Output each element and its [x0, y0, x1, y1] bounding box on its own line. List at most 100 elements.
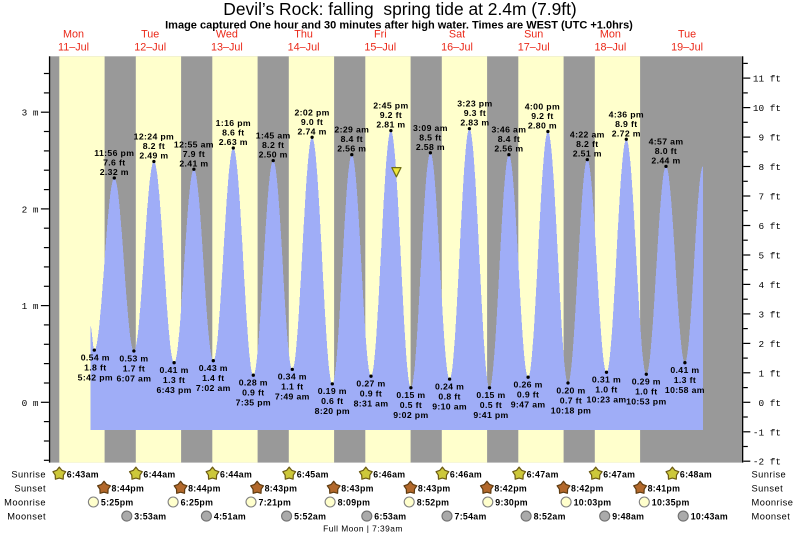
svg-text:0.27 m: 0.27 m — [356, 379, 385, 389]
svg-text:0.15 m: 0.15 m — [396, 390, 425, 400]
svg-text:5:42 pm: 5:42 pm — [78, 372, 113, 382]
svg-text:10:03pm: 10:03pm — [574, 498, 612, 508]
svg-text:Devil’s Rock: falling spring: Devil’s Rock: falling spring tide at 2.4… — [223, 0, 576, 19]
svg-text:6:48am: 6:48am — [680, 469, 712, 479]
svg-text:0.29 m: 0.29 m — [632, 377, 661, 387]
svg-text:0.41 m: 0.41 m — [670, 365, 699, 375]
svg-text:0.54 m: 0.54 m — [81, 352, 110, 362]
svg-text:2.56 m: 2.56 m — [337, 144, 366, 154]
svg-text:8.4 ft: 8.4 ft — [341, 134, 363, 144]
svg-text:Moonset: Moonset — [752, 512, 791, 522]
svg-text:1.0 ft: 1.0 ft — [635, 387, 657, 397]
svg-text:1.1 ft: 1.1 ft — [281, 382, 303, 392]
svg-text:12–Jul: 12–Jul — [134, 42, 166, 54]
svg-text:2.44 m: 2.44 m — [651, 155, 680, 165]
svg-text:7:49 am: 7:49 am — [275, 392, 310, 402]
svg-text:5:52am: 5:52am — [294, 512, 326, 522]
svg-text:8:43pm: 8:43pm — [341, 483, 374, 493]
svg-text:0.9 ft: 0.9 ft — [360, 389, 382, 399]
svg-text:2:45 pm: 2:45 pm — [373, 101, 408, 111]
svg-text:4:57 am: 4:57 am — [649, 136, 684, 146]
svg-text:9:48am: 9:48am — [612, 512, 644, 522]
svg-text:2.32 m: 2.32 m — [100, 167, 129, 177]
svg-text:10 ft: 10 ft — [753, 103, 781, 114]
svg-text:6:45am: 6:45am — [297, 469, 329, 479]
svg-text:11–Jul: 11–Jul — [58, 42, 89, 54]
svg-text:6:43am: 6:43am — [67, 469, 99, 479]
svg-text:Wed: Wed — [216, 29, 238, 41]
svg-text:Full Moon | 7:39am: Full Moon | 7:39am — [323, 524, 403, 534]
svg-text:9:02 pm: 9:02 pm — [393, 410, 428, 420]
svg-text:0.8 ft: 0.8 ft — [438, 391, 460, 401]
svg-text:9.3 ft: 9.3 ft — [464, 108, 486, 118]
svg-text:12:24 pm: 12:24 pm — [134, 132, 174, 142]
svg-text:6:44am: 6:44am — [143, 469, 175, 479]
svg-text:8.9 ft: 8.9 ft — [615, 119, 637, 129]
svg-text:3 ft: 3 ft — [758, 309, 781, 320]
svg-text:10:43am: 10:43am — [691, 512, 728, 522]
svg-text:Moonrise: Moonrise — [752, 498, 793, 508]
svg-text:8.5 ft: 8.5 ft — [419, 132, 441, 142]
svg-text:5 ft: 5 ft — [758, 251, 781, 262]
svg-text:2.80 m: 2.80 m — [528, 121, 557, 131]
svg-text:7:54am: 7:54am — [455, 512, 487, 522]
svg-text:1:45 am: 1:45 am — [256, 131, 291, 141]
svg-text:7.6 ft: 7.6 ft — [103, 158, 125, 168]
svg-text:7:35 pm: 7:35 pm — [236, 398, 271, 408]
svg-text:0.31 m: 0.31 m — [592, 375, 621, 385]
svg-text:8.2 ft: 8.2 ft — [262, 140, 284, 150]
svg-text:2.81 m: 2.81 m — [376, 120, 405, 130]
svg-text:17–Jul: 17–Jul — [518, 42, 550, 54]
svg-text:8:42pm: 8:42pm — [571, 483, 604, 493]
svg-text:0.43 m: 0.43 m — [199, 363, 228, 373]
svg-text:6:47am: 6:47am — [603, 469, 635, 479]
svg-text:3:09 am: 3:09 am — [413, 123, 448, 133]
svg-text:8:20 pm: 8:20 pm — [315, 406, 350, 416]
svg-text:-2 ft: -2 ft — [753, 457, 781, 468]
svg-text:7:21pm: 7:21pm — [259, 498, 292, 508]
svg-text:0 ft: 0 ft — [758, 398, 781, 409]
svg-text:8:44pm: 8:44pm — [112, 483, 145, 493]
svg-text:12:55 am: 12:55 am — [174, 139, 214, 149]
svg-text:1.4 ft: 1.4 ft — [202, 373, 224, 383]
svg-text:1.3 ft: 1.3 ft — [674, 375, 696, 385]
svg-text:-1 ft: -1 ft — [753, 427, 781, 438]
svg-text:2.51 m: 2.51 m — [573, 149, 602, 159]
svg-text:9:30pm: 9:30pm — [495, 498, 528, 508]
svg-text:15–Jul: 15–Jul — [364, 42, 396, 54]
svg-text:19–Jul: 19–Jul — [671, 42, 703, 54]
svg-text:2.49 m: 2.49 m — [139, 151, 168, 161]
svg-text:8 ft: 8 ft — [758, 162, 781, 173]
svg-text:4:51am: 4:51am — [214, 512, 246, 522]
svg-text:6 ft: 6 ft — [758, 221, 781, 232]
svg-text:2 ft: 2 ft — [758, 339, 781, 350]
svg-text:8:31 am: 8:31 am — [354, 399, 389, 409]
svg-text:0.28 m: 0.28 m — [239, 378, 268, 388]
svg-text:0.15 m: 0.15 m — [476, 390, 505, 400]
svg-text:Tue: Tue — [678, 29, 696, 41]
svg-text:10:18 pm: 10:18 pm — [551, 405, 591, 415]
svg-text:7:02 am: 7:02 am — [196, 383, 231, 393]
svg-text:3 m: 3 m — [22, 108, 39, 119]
svg-text:0.9 ft: 0.9 ft — [242, 388, 264, 398]
svg-text:0.41 m: 0.41 m — [160, 365, 189, 375]
svg-text:0.5 ft: 0.5 ft — [400, 400, 422, 410]
svg-text:6:47am: 6:47am — [527, 469, 559, 479]
svg-text:6:44am: 6:44am — [220, 469, 252, 479]
svg-text:0.20 m: 0.20 m — [556, 385, 585, 395]
svg-text:2.56 m: 2.56 m — [494, 144, 523, 154]
svg-text:6:46am: 6:46am — [450, 469, 482, 479]
svg-text:3:23 pm: 3:23 pm — [457, 99, 492, 109]
svg-text:0.24 m: 0.24 m — [435, 381, 464, 391]
svg-text:Moonrise: Moonrise — [4, 498, 46, 508]
svg-text:8:42pm: 8:42pm — [494, 483, 527, 493]
svg-text:0.19 m: 0.19 m — [318, 386, 347, 396]
svg-text:13–Jul: 13–Jul — [211, 42, 243, 54]
svg-text:0.53 m: 0.53 m — [119, 353, 148, 363]
svg-text:4:22 am: 4:22 am — [570, 130, 605, 140]
svg-text:7 ft: 7 ft — [758, 192, 781, 203]
svg-text:4:36 pm: 4:36 pm — [609, 109, 644, 119]
svg-text:8:43pm: 8:43pm — [418, 483, 451, 493]
svg-text:16–Jul: 16–Jul — [441, 42, 473, 54]
svg-text:10:58 am: 10:58 am — [665, 385, 705, 395]
